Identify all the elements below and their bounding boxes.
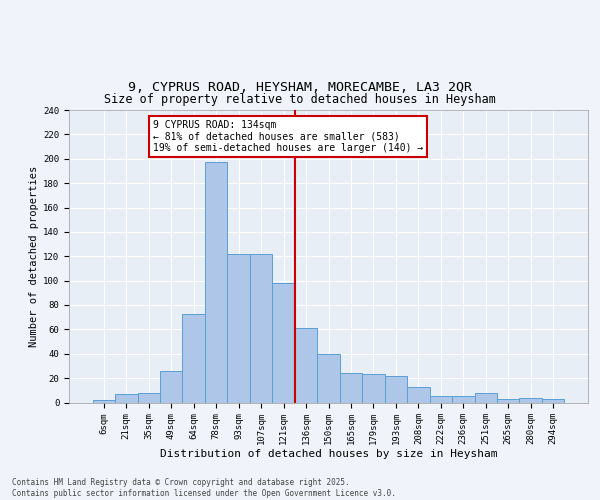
Text: 9, CYPRUS ROAD, HEYSHAM, MORECAMBE, LA3 2QR: 9, CYPRUS ROAD, HEYSHAM, MORECAMBE, LA3 … [128, 81, 472, 94]
Bar [452, 396, 475, 402]
Bar [295, 328, 317, 402]
Bar [520, 398, 542, 402]
Bar [497, 399, 520, 402]
Bar [205, 162, 227, 402]
Text: Size of property relative to detached houses in Heysham: Size of property relative to detached ho… [104, 94, 496, 106]
Bar [250, 254, 272, 402]
Text: Contains HM Land Registry data © Crown copyright and database right 2025.
Contai: Contains HM Land Registry data © Crown c… [12, 478, 396, 498]
Bar [430, 396, 452, 402]
X-axis label: Distribution of detached houses by size in Heysham: Distribution of detached houses by size … [160, 448, 497, 458]
Bar [272, 283, 295, 403]
Bar [475, 393, 497, 402]
Y-axis label: Number of detached properties: Number of detached properties [29, 166, 39, 347]
Bar [137, 393, 160, 402]
Bar [160, 371, 182, 402]
Bar [407, 386, 430, 402]
Bar [362, 374, 385, 402]
Bar [317, 354, 340, 403]
Bar [340, 373, 362, 402]
Bar [542, 399, 565, 402]
Bar [227, 254, 250, 402]
Bar [182, 314, 205, 402]
Bar [92, 400, 115, 402]
Bar [385, 376, 407, 402]
Bar [115, 394, 137, 402]
Text: 9 CYPRUS ROAD: 134sqm
← 81% of detached houses are smaller (583)
19% of semi-det: 9 CYPRUS ROAD: 134sqm ← 81% of detached … [153, 120, 424, 153]
